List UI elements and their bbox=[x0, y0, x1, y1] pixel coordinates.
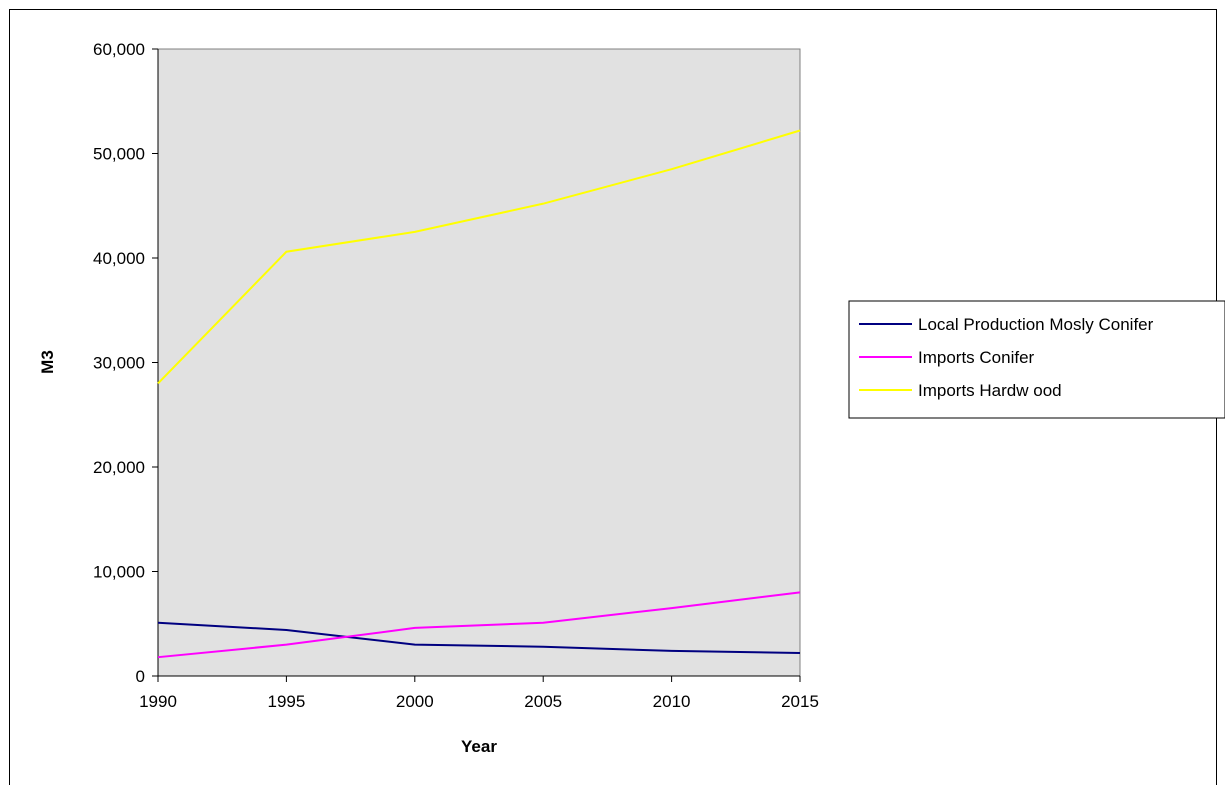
x-tick-label: 2015 bbox=[781, 692, 819, 711]
series-line-2 bbox=[157, 129, 801, 385]
legend-label: Local Production Mosly Conifer bbox=[918, 315, 1154, 334]
x-axis-title: Year bbox=[461, 737, 497, 756]
x-tick-label: 1990 bbox=[139, 692, 177, 711]
legend-box bbox=[848, 300, 1225, 419]
y-tick-label: 40,000 bbox=[93, 249, 145, 268]
x-tick-label: 1995 bbox=[267, 692, 305, 711]
y-tick-label: 60,000 bbox=[93, 40, 145, 59]
series-line-1 bbox=[157, 591, 801, 659]
legend-label: Imports Hardw ood bbox=[918, 381, 1062, 400]
y-tick-label: 0 bbox=[136, 667, 145, 686]
legend: Local Production Mosly Conifer Imports Co… bbox=[848, 300, 1225, 419]
y-axis: 0 10,000 20,000 30,000 40,000 50,000 60,000 bbox=[93, 40, 159, 686]
y-tick-label: 10,000 bbox=[93, 563, 145, 582]
x-tick-label: 2005 bbox=[524, 692, 562, 711]
legend-label: Imports Conifer bbox=[918, 348, 1035, 367]
series-line-0 bbox=[157, 621, 801, 655]
series-layer bbox=[157, 129, 801, 659]
y-axis-title: M3 bbox=[38, 350, 57, 374]
x-tick-label: 2010 bbox=[653, 692, 691, 711]
x-tick-label: 2000 bbox=[396, 692, 434, 711]
y-tick-label: 30,000 bbox=[93, 354, 145, 373]
y-tick-label: 20,000 bbox=[93, 458, 145, 477]
y-tick-label: 50,000 bbox=[93, 145, 145, 164]
plot-area bbox=[157, 48, 801, 677]
x-axis: 1990 1995 2000 2005 2010 2015 bbox=[139, 675, 819, 711]
